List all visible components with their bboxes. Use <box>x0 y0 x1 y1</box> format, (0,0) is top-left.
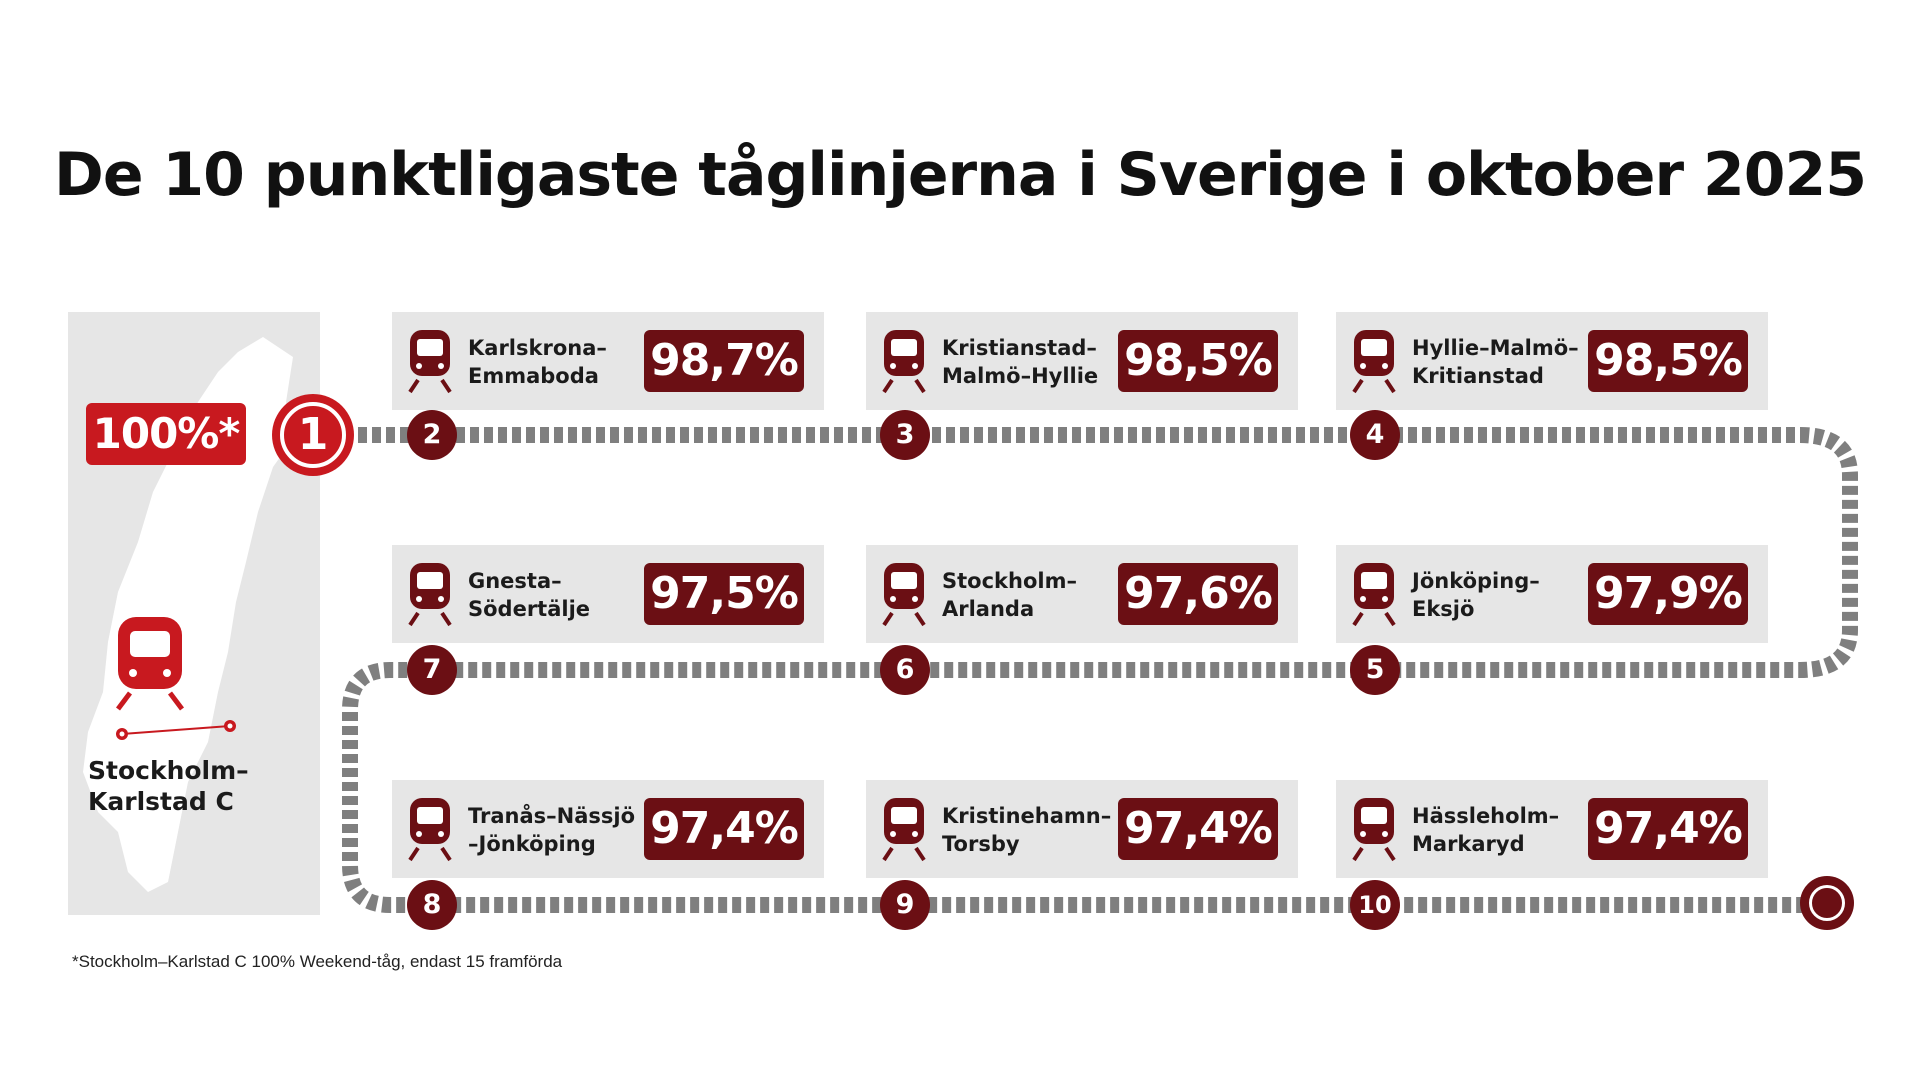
train-icon <box>408 563 452 627</box>
route-card-6: Stockholm– Arlanda 97,6% <box>866 545 1298 643</box>
station-marker-8: 8 <box>407 880 457 930</box>
station-marker-10: 10 <box>1350 880 1400 930</box>
route-card-8: Tranås–Nässjö –Jönköping 97,4% <box>392 780 824 878</box>
route-name: Tranås–Nässjö –Jönköping <box>468 804 636 856</box>
sweden-map-icon <box>83 337 298 892</box>
winner-rank-number: 1 <box>297 409 329 460</box>
route-percent-badge: 97,4% <box>1118 798 1278 860</box>
route-percent-badge: 97,9% <box>1588 563 1748 625</box>
route-card-2: Karlskrona– Emmaboda 98,7% <box>392 312 824 410</box>
route-name: Stockholm– Arlanda <box>942 569 1077 621</box>
winner-rank-marker: 1 <box>272 394 354 476</box>
route-percent-badge: 97,4% <box>1588 798 1748 860</box>
train-icon <box>882 798 926 862</box>
train-icon <box>882 563 926 627</box>
route-line-icon <box>116 720 236 740</box>
route-name: Jönköping– Eksjö <box>1412 569 1540 621</box>
train-icon <box>1352 563 1396 627</box>
train-icon <box>408 330 452 394</box>
route-percent-badge: 98,7% <box>644 330 804 392</box>
station-marker-2: 2 <box>407 410 457 460</box>
station-marker-3: 3 <box>880 410 930 460</box>
route-name: Hässleholm– Markaryd <box>1412 804 1560 856</box>
end-station-marker <box>1800 876 1854 930</box>
train-icon <box>408 798 452 862</box>
train-icon <box>1352 330 1396 394</box>
station-marker-9: 9 <box>880 880 930 930</box>
page-title: De 10 punktligaste tåglinjerna i Sverige… <box>54 140 1867 210</box>
train-icon <box>1352 798 1396 862</box>
station-marker-7: 7 <box>407 645 457 695</box>
route-name: Kristinehamn– Torsby <box>942 804 1112 856</box>
winner-percent-badge: 100%* <box>86 403 246 465</box>
station-marker-6: 6 <box>880 645 930 695</box>
route-card-10: Hässleholm– Markaryd 97,4% <box>1336 780 1768 878</box>
winner-route-label: Stockholm–Karlstad C <box>88 756 249 816</box>
footnote: *Stockholm–Karlstad C 100% Weekend-tåg, … <box>72 952 563 971</box>
station-marker-5: 5 <box>1350 645 1400 695</box>
track-path <box>330 427 1858 913</box>
route-card-5: Jönköping– Eksjö 97,9% <box>1336 545 1768 643</box>
route-name: Hyllie–Malmö– Kritianstad <box>1412 336 1579 388</box>
route-card-7: Gnesta– Södertälje 97,5% <box>392 545 824 643</box>
station-marker-4: 4 <box>1350 410 1400 460</box>
route-card-9: Kristinehamn– Torsby 97,4% <box>866 780 1298 878</box>
route-percent-badge: 97,4% <box>644 798 804 860</box>
route-percent-badge: 97,5% <box>644 563 804 625</box>
route-card-3: Kristianstad– Malmö–Hyllie 98,5% <box>866 312 1298 410</box>
route-percent-badge: 98,5% <box>1118 330 1278 392</box>
route-percent-badge: 97,6% <box>1118 563 1278 625</box>
route-percent-badge: 98,5% <box>1588 330 1748 392</box>
route-name: Kristianstad– Malmö–Hyllie <box>942 336 1099 388</box>
route-name: Karlskrona– Emmaboda <box>468 336 607 388</box>
route-card-4: Hyllie–Malmö– Kritianstad 98,5% <box>1336 312 1768 410</box>
route-name: Gnesta– Södertälje <box>468 569 591 621</box>
train-icon <box>882 330 926 394</box>
train-icon <box>116 617 184 711</box>
